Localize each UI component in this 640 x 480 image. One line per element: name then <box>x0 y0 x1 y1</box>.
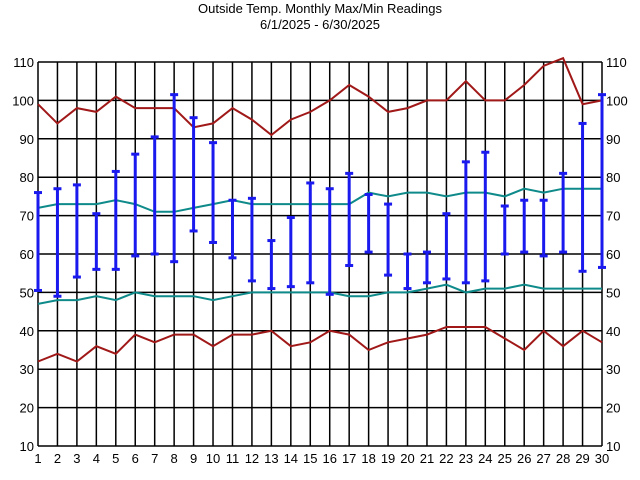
chart-subtitle: 6/1/2025 - 6/30/2025 <box>260 17 380 32</box>
x-tick-label: 1 <box>34 451 41 466</box>
series-line-average-high <box>37 187 602 213</box>
x-tick-label: 15 <box>303 451 317 466</box>
series-line-record-high <box>37 56 603 137</box>
x-tick-label: 5 <box>112 451 119 466</box>
y-tick-label-left: 50 <box>20 285 34 300</box>
x-tick-label: 22 <box>439 451 453 466</box>
y-tick-label-left: 20 <box>20 401 34 416</box>
x-tick-label: 11 <box>226 451 240 466</box>
x-tick-label: 13 <box>264 451 278 466</box>
y-tick-label-right: 90 <box>606 132 620 147</box>
x-tick-label: 23 <box>459 451 473 466</box>
y-tick-label-left: 10 <box>20 439 34 454</box>
x-tick-label: 2 <box>54 451 61 466</box>
x-tick-label: 7 <box>151 451 158 466</box>
x-tick-label: 12 <box>245 451 259 466</box>
y-tick-label-right: 20 <box>606 401 620 416</box>
x-tick-label: 21 <box>420 451 434 466</box>
x-tick-label: 27 <box>536 451 550 466</box>
x-tick-label: 10 <box>206 451 220 466</box>
y-tick-label-left: 90 <box>20 132 34 147</box>
chart-title: Outside Temp. Monthly Max/Min Readings <box>198 1 442 16</box>
x-tick-label: 9 <box>190 451 197 466</box>
x-tick-label: 3 <box>73 451 80 466</box>
x-tick-label: 19 <box>381 451 395 466</box>
y-tick-label-right: 60 <box>606 247 620 262</box>
y-tick-label-right: 110 <box>606 55 627 70</box>
x-tick-label: 24 <box>478 451 492 466</box>
x-tick-label: 16 <box>322 451 336 466</box>
y-tick-label-left: 60 <box>20 247 34 262</box>
y-tick-label-left: 30 <box>20 362 34 377</box>
x-tick-label: 29 <box>575 451 589 466</box>
x-tick-label: 20 <box>400 451 414 466</box>
y-tick-label-left: 100 <box>12 93 34 108</box>
y-tick-label-right: 30 <box>606 362 620 377</box>
y-tick-label-right: 70 <box>606 209 620 224</box>
y-tick-label-left: 80 <box>20 170 34 185</box>
x-tick-label: 18 <box>361 451 375 466</box>
x-tick-label: 8 <box>171 451 178 466</box>
y-tick-label-left: 40 <box>20 324 34 339</box>
y-tick-label-left: 70 <box>20 209 34 224</box>
x-tick-label: 17 <box>342 451 356 466</box>
x-tick-label: 26 <box>517 451 531 466</box>
x-tick-label: 30 <box>595 451 609 466</box>
y-tick-label-right: 50 <box>606 285 620 300</box>
x-tick-label: 25 <box>498 451 512 466</box>
x-tick-label: 6 <box>132 451 139 466</box>
x-tick-label: 28 <box>556 451 570 466</box>
y-tick-label-right: 40 <box>606 324 620 339</box>
x-tick-label: 14 <box>284 451 298 466</box>
series-line-average-low <box>37 283 602 305</box>
series-line-record-low <box>37 326 603 363</box>
y-tick-label-left: 110 <box>13 55 34 70</box>
y-tick-label-right: 80 <box>606 170 620 185</box>
y-tick-label-right: 100 <box>606 93 628 108</box>
y-tick-label-right: 10 <box>606 439 620 454</box>
x-tick-label: 4 <box>93 451 100 466</box>
